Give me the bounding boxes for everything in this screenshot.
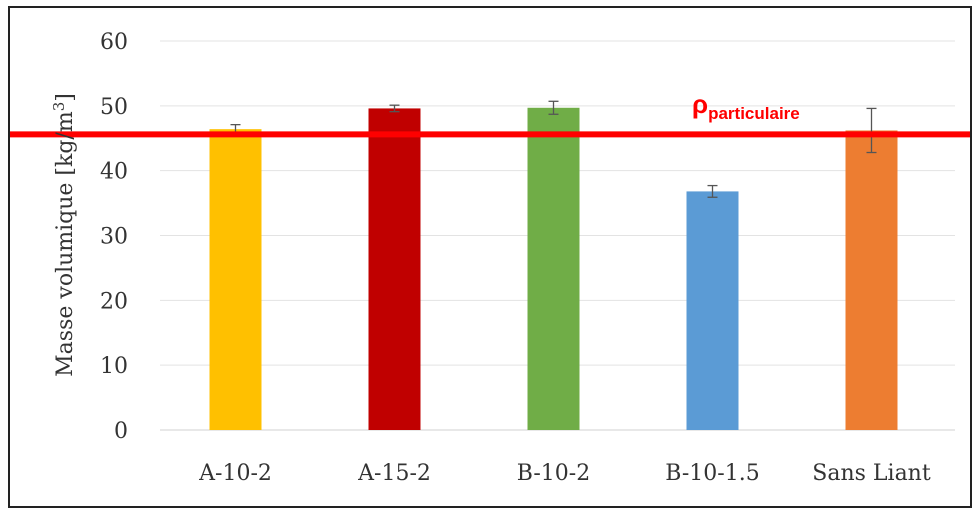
error-bar xyxy=(389,104,400,113)
bar xyxy=(209,129,262,430)
reference-line-label: ρparticulaire xyxy=(692,89,800,123)
category-labels: A-10-2 A-15-2 B-10-2 B-10-1.5 Sans Liant xyxy=(198,461,931,486)
y-tick-label: 30 xyxy=(100,225,128,250)
category-label: A-15-2 xyxy=(357,461,431,486)
y-tick-label: 50 xyxy=(100,95,128,120)
bar xyxy=(368,108,421,430)
y-tick-label: 20 xyxy=(100,289,128,314)
bars xyxy=(209,107,898,431)
y-tick-label: 0 xyxy=(114,419,128,444)
chart-frame xyxy=(8,6,972,508)
y-axis-label: Masse volumique [kg/m3] xyxy=(50,93,78,377)
y-tick-label: 40 xyxy=(100,160,128,185)
y-tick-label: 60 xyxy=(100,30,128,55)
bar xyxy=(686,191,739,430)
y-tick-label: 10 xyxy=(100,354,128,379)
category-label: A-10-2 xyxy=(198,461,272,486)
category-label: Sans Liant xyxy=(812,461,931,486)
bar xyxy=(527,107,580,431)
category-label: B-10-2 xyxy=(517,461,590,486)
error-bar xyxy=(866,107,877,154)
bar xyxy=(845,130,898,430)
y-tick-labels: 0 10 20 30 40 50 60 xyxy=(100,30,128,444)
error-bar xyxy=(707,184,718,198)
error-bar xyxy=(548,100,559,115)
category-label: B-10-1.5 xyxy=(665,461,759,486)
